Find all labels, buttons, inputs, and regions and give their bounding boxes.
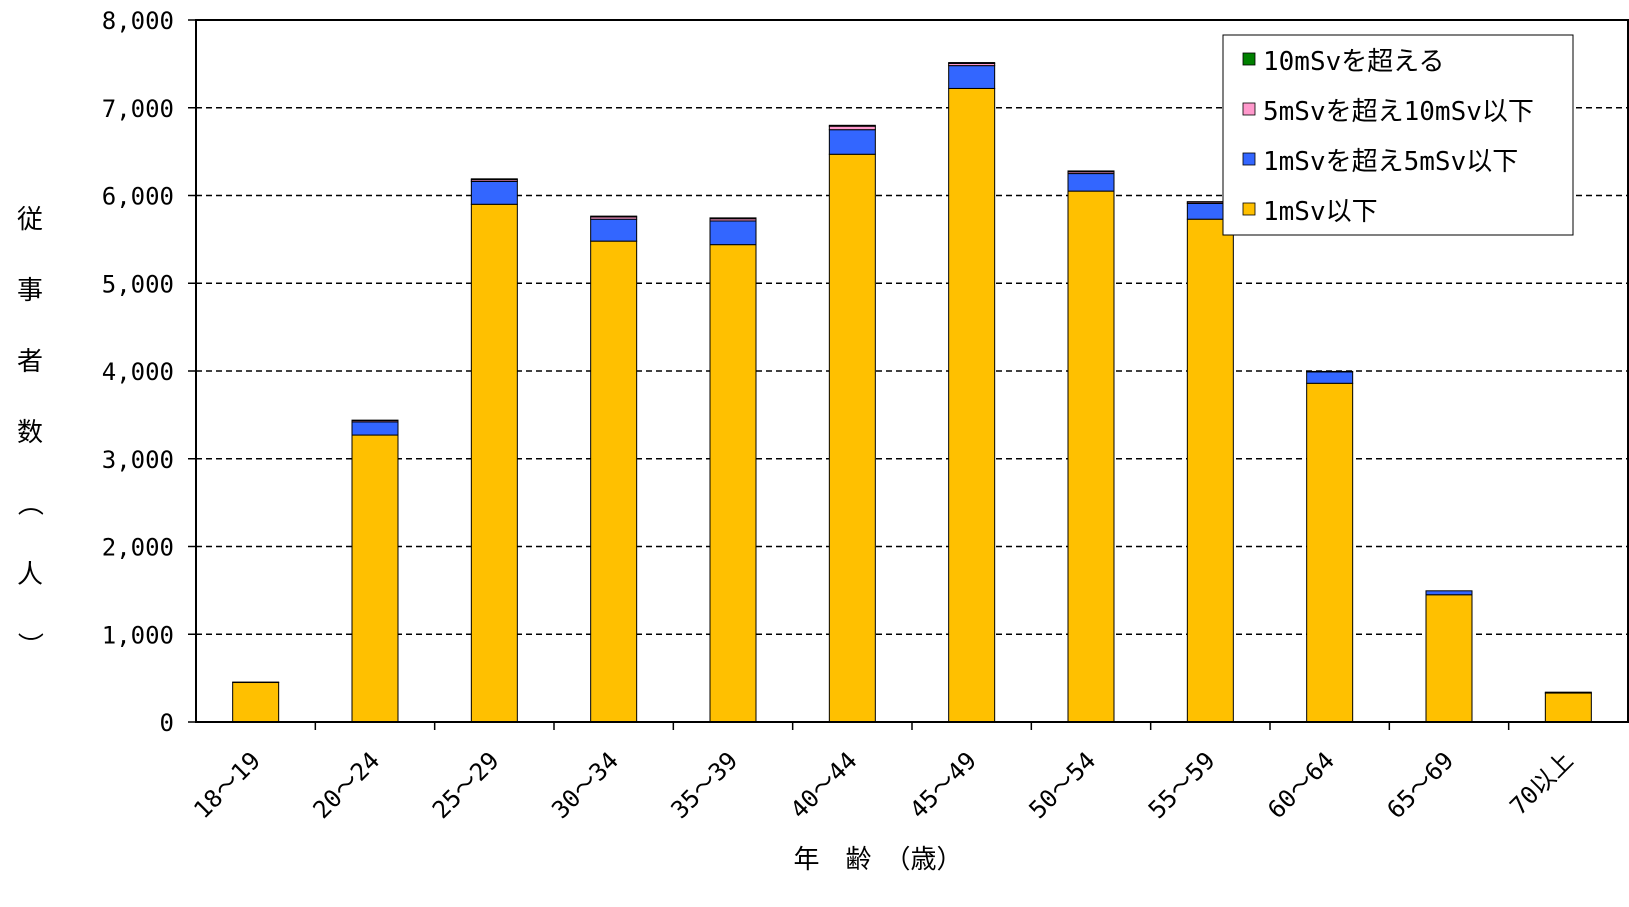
x-tick-label: 50～54 [1024,746,1102,824]
legend-entry: 1mSvを超え5mSv以下 [1263,147,1518,177]
x-tick-label: 20～24 [308,746,386,824]
bar-segment [590,240,638,723]
x-tick-label: 60～64 [1262,746,1340,824]
x-tick-label: 65～69 [1382,746,1460,824]
bar-segment [1067,190,1115,723]
legend-entry: 10mSvを超える [1263,47,1445,77]
bar-segment [1544,692,1592,723]
bar-segment [590,218,638,242]
legend-swatch [1242,202,1256,216]
legend-box [1222,34,1574,236]
x-tick-label: 40～44 [785,746,863,824]
y-tick-label: 4,000 [102,358,174,386]
y-tick-label: 7,000 [102,95,174,123]
bar-segment [1425,590,1473,596]
x-tick-label: 55～59 [1143,746,1221,824]
x-tick-label: 70以上 [1504,746,1578,820]
bar-segment [709,244,757,723]
x-axis-ticks: 18～19 20～24 25～29 30～34 35～39 40～44 45～49 50～54… [188,722,1579,824]
y-axis-ticks: 0 1,000 2,000 3,000 4,000 5,000 6,000 7,000 8,00… [102,7,196,737]
bar-segment [828,153,876,723]
y-tick-label: 0 [160,709,174,737]
bar-segment [948,87,996,723]
bar-segment [1425,594,1473,723]
x-tick-label: 35～39 [666,746,744,824]
legend-entry: 5mSvを超え10mSv以下 [1263,97,1534,127]
x-axis-label: 年 齢 （歳） [793,845,962,875]
bar-segment [1306,382,1354,723]
bar-segment [351,434,399,723]
y-axis-label-char: 事 [17,276,43,306]
y-axis-label-char: 人 [17,560,43,590]
x-tick-label: 18～19 [188,746,266,824]
y-axis-label-char: 数 [17,418,43,448]
y-tick-label: 3,000 [102,446,174,474]
legend-swatch [1242,152,1256,166]
bars [232,62,1592,723]
y-tick-label: 5,000 [102,270,174,298]
bar-segment [1306,371,1354,384]
y-tick-label: 6,000 [102,183,174,211]
bar-segment [1186,218,1234,723]
y-axis-label-char: 従 [17,205,43,235]
y-axis-label-char: （ [14,490,44,516]
bar-segment [828,129,876,155]
y-axis-label-char: ） [14,632,44,658]
y-axis-label-char: 者 [17,347,43,377]
x-tick-label: 30～34 [546,746,624,824]
bar-segment [470,203,518,723]
bar-segment [590,215,638,218]
legend-swatch [1242,102,1256,116]
y-tick-label: 1,000 [102,621,174,649]
bar-segment [470,180,518,205]
bar-segment [232,682,280,723]
bar-segment [948,62,996,64]
legend-swatch [1242,52,1256,66]
bar-segment [948,65,996,89]
bar-segment [1544,691,1592,694]
y-tick-label: 8,000 [102,7,174,35]
x-tick-label: 25～29 [427,746,505,824]
y-tick-label: 2,000 [102,534,174,562]
bar-segment [709,217,757,220]
bar-segment [709,220,757,246]
bar-segment [828,124,876,127]
bar-segment [470,178,518,181]
legend: 10mSvを超える 5mSvを超え10mSv以下 1mSvを超え5mSv以下 1mSv… [1222,34,1574,236]
bar-segment [1067,170,1115,173]
bar-segment [828,125,876,131]
x-tick-label: 45～49 [904,746,982,824]
legend-entry: 1mSv以下 [1263,197,1378,227]
bar-segment [1067,173,1115,192]
bar-segment [351,421,399,436]
